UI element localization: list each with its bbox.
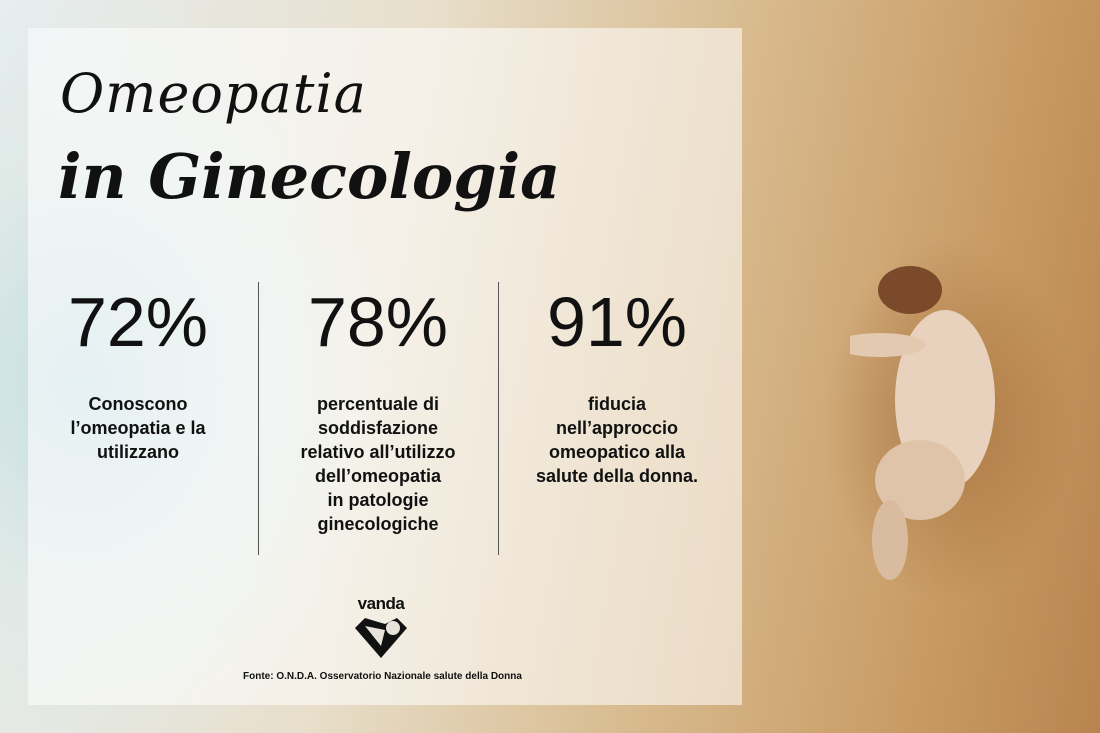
label-line: Conoscono: [88, 394, 188, 414]
divider: [498, 282, 499, 555]
label-line: percentuale di: [316, 394, 440, 414]
label-line: fiducia: [587, 394, 646, 414]
vanda-logo: vanda: [346, 594, 416, 664]
stat-value: 91%: [546, 283, 688, 361]
title-line-2: in Ginecologia: [58, 140, 561, 213]
stat-value: 72%: [67, 283, 209, 361]
label-line: dell’omeopatia: [314, 466, 442, 486]
label-line: relativo all’utilizzo: [300, 442, 456, 462]
heart-logo-icon: [355, 618, 407, 658]
woman-in-sand-photo: [850, 266, 995, 580]
label-line: in patologie: [327, 490, 429, 510]
stat-label: Conoscono l’omeopatia e la utilizzano: [18, 392, 258, 464]
label-line: l’omeopatia e la: [70, 418, 206, 438]
label-line: omeopatico alla: [548, 442, 686, 462]
label-line: nell’approccio: [555, 418, 679, 438]
label-line: ginecologiche: [317, 514, 439, 534]
stat-2: 78% percentuale di soddisfazione relativ…: [258, 282, 498, 536]
source-note: Fonte: O.N.D.A. Osservatorio Nazionale s…: [243, 671, 522, 682]
logo-text: vanda: [357, 594, 405, 613]
label-line: utilizzano: [97, 442, 179, 462]
divider: [258, 282, 259, 555]
label-line: soddisfazione: [317, 418, 438, 438]
stat-label: percentuale di soddisfazione relativo al…: [258, 392, 498, 536]
title-line-1: Omeopatia: [60, 62, 367, 125]
stat-label: fiducia nell’approccio omeopatico alla s…: [497, 392, 737, 488]
stat-3: 91% fiducia nell’approccio omeopatico al…: [497, 282, 737, 488]
content-panel: [28, 28, 742, 705]
stat-1: 72% Conoscono l’omeopatia e la utilizzan…: [18, 282, 258, 464]
stat-value: 78%: [307, 283, 449, 361]
label-line: salute della donna.: [535, 466, 699, 486]
